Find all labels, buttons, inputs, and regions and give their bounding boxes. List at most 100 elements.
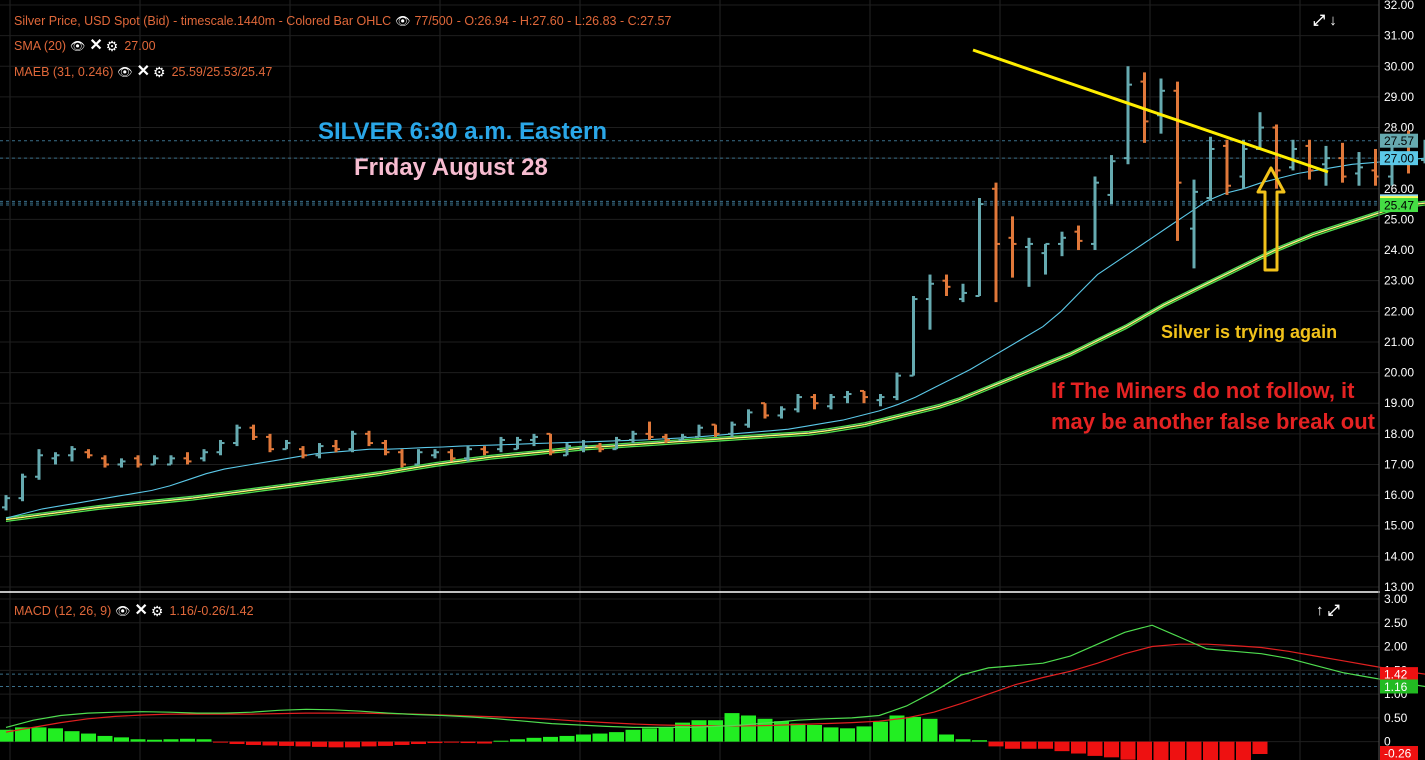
ohlc-bar xyxy=(381,439,390,456)
ohlc-bar xyxy=(761,402,769,419)
macd-value: 1.16/-0.26/1.42 xyxy=(169,604,254,618)
macd-histogram-bar xyxy=(642,728,657,742)
maeb-center-line xyxy=(5,202,1425,520)
price-tick-label: 28.00 xyxy=(1384,121,1414,135)
macd-histogram-bar xyxy=(1104,741,1119,758)
ohlc-bar xyxy=(1322,145,1330,186)
macd-histogram-bar xyxy=(1021,741,1037,749)
annotation-title-line2: Friday August 28 xyxy=(354,154,548,181)
gear-icon[interactable]: ⚙ xyxy=(105,38,119,54)
ohlc-bar xyxy=(926,274,934,330)
expand-icon[interactable]: ⤢ xyxy=(1327,602,1340,619)
macd-histogram-bar xyxy=(64,731,80,742)
macd-histogram-bar xyxy=(196,739,212,742)
price-tick-label: 14.00 xyxy=(1384,549,1414,563)
eye-icon[interactable]: 👁 xyxy=(117,65,133,79)
ohlc-bar xyxy=(35,449,43,480)
ohlc-bar xyxy=(282,439,291,451)
close-icon[interactable]: ✕ xyxy=(136,63,150,80)
macd-histogram-bar xyxy=(922,718,938,742)
macd-histogram-bar xyxy=(31,727,47,742)
ohlc-bar xyxy=(1239,139,1248,189)
macd-histogram-bar xyxy=(279,741,294,746)
ohlc-bar xyxy=(992,182,1000,303)
ohlc-bar xyxy=(480,446,489,456)
ohlc-bar xyxy=(101,455,109,468)
macd-histogram-bar xyxy=(411,741,426,745)
macd-histogram-bar xyxy=(823,727,839,742)
ohlc-bar xyxy=(794,394,802,413)
ohlc-bar xyxy=(810,394,819,410)
arrow-down-icon[interactable]: ↓ xyxy=(1329,12,1337,29)
main-series-header: Silver Price, USD Spot (Bid) - timescale… xyxy=(14,14,671,28)
macd-histogram-bar xyxy=(163,739,179,742)
maeb-middle-line xyxy=(5,202,1425,521)
macd-histogram-bar xyxy=(328,741,344,748)
macd-histogram-bar xyxy=(1203,741,1218,760)
ohlc-bar xyxy=(1008,216,1017,278)
ohlc-bar xyxy=(1074,225,1083,251)
ohlc-bar xyxy=(563,443,571,457)
ohlc-bar xyxy=(579,439,588,453)
series-title: Silver Price, USD Spot (Bid) - timescale… xyxy=(14,14,392,28)
ohlc-bar xyxy=(530,433,538,447)
macd-histogram-bar xyxy=(1087,741,1103,756)
macd-histogram-bar xyxy=(1186,741,1202,760)
macd-last-badge xyxy=(1380,667,1418,682)
eye-icon[interactable]: 👁 xyxy=(70,39,86,53)
ohlc-bar xyxy=(183,452,192,465)
macd-histogram-bar xyxy=(543,736,558,742)
maeb-header: MAEB (31, 0.246) 👁 ✕ ⚙ 25.59/25.53/25.47 xyxy=(14,63,272,80)
ohlc-bar xyxy=(150,455,159,466)
macd-histogram-bar xyxy=(972,740,987,742)
close-icon[interactable]: ✕ xyxy=(89,37,103,54)
macd-histogram-bar xyxy=(576,734,591,742)
macd-histogram-bar xyxy=(345,741,360,748)
gear-icon[interactable]: ⚙ xyxy=(150,603,164,619)
ohlc-bar xyxy=(167,455,175,466)
eye-icon[interactable]: 👁 xyxy=(115,604,131,618)
price-tick-label: 31.00 xyxy=(1384,29,1414,43)
expand-icon[interactable]: ⤢ xyxy=(1313,12,1326,29)
ohlc-bar xyxy=(1206,136,1215,202)
maeb-lower-line xyxy=(5,204,1425,523)
annotation-title-line1: SILVER 6:30 a.m. Eastern xyxy=(318,118,608,145)
price-tick-label: 21.00 xyxy=(1384,335,1414,349)
macd-tick-label: 0.50 xyxy=(1384,711,1408,725)
macd-histogram-bar xyxy=(378,741,393,746)
arrow-up-icon[interactable]: ↑ xyxy=(1316,602,1324,619)
main-panel-tools: ⤢ ↓ xyxy=(1313,12,1337,29)
macd-histogram-bar xyxy=(361,741,377,747)
ohlc-bar xyxy=(497,436,505,453)
ohlc-bar xyxy=(513,436,522,451)
macd-histogram-bar xyxy=(906,716,921,742)
eye-icon[interactable]: 👁 xyxy=(395,14,411,28)
gear-icon[interactable]: ⚙ xyxy=(153,64,166,80)
ohlc-bar xyxy=(1173,81,1182,241)
price-tick-label: 19.00 xyxy=(1384,396,1414,410)
macd-last-label: 1.42 xyxy=(1384,668,1408,682)
ohlc-bar xyxy=(299,446,307,459)
macd-histogram-bar xyxy=(889,715,905,742)
ohlc-bar xyxy=(744,409,753,428)
macd-tick-label: 3.00 xyxy=(1384,592,1408,606)
macd-histogram-bar xyxy=(1071,741,1086,754)
ohlc-bar xyxy=(51,452,60,465)
ohlc-bar xyxy=(134,455,142,468)
ohlc-bar xyxy=(909,296,918,377)
ohlc-bar xyxy=(18,473,27,502)
macd-histogram-bar xyxy=(147,739,162,742)
price-tick-label: 15.00 xyxy=(1384,519,1414,533)
close-icon[interactable]: ✕ xyxy=(134,602,148,619)
macd-histogram-bar xyxy=(873,721,888,742)
macd-histogram-bar xyxy=(510,739,525,742)
ohlc-bar xyxy=(1305,139,1314,180)
macd-histogram-bar xyxy=(97,735,113,742)
price-tick-label: 16.00 xyxy=(1384,488,1414,502)
macd-histogram-bar xyxy=(0,729,14,742)
maeb-upper-line xyxy=(5,200,1425,519)
ohlc-bar xyxy=(546,432,555,456)
ohlc-bar xyxy=(332,439,340,453)
last-price-label: 27.57 xyxy=(1384,134,1414,148)
macd-histogram-bar xyxy=(394,741,410,745)
